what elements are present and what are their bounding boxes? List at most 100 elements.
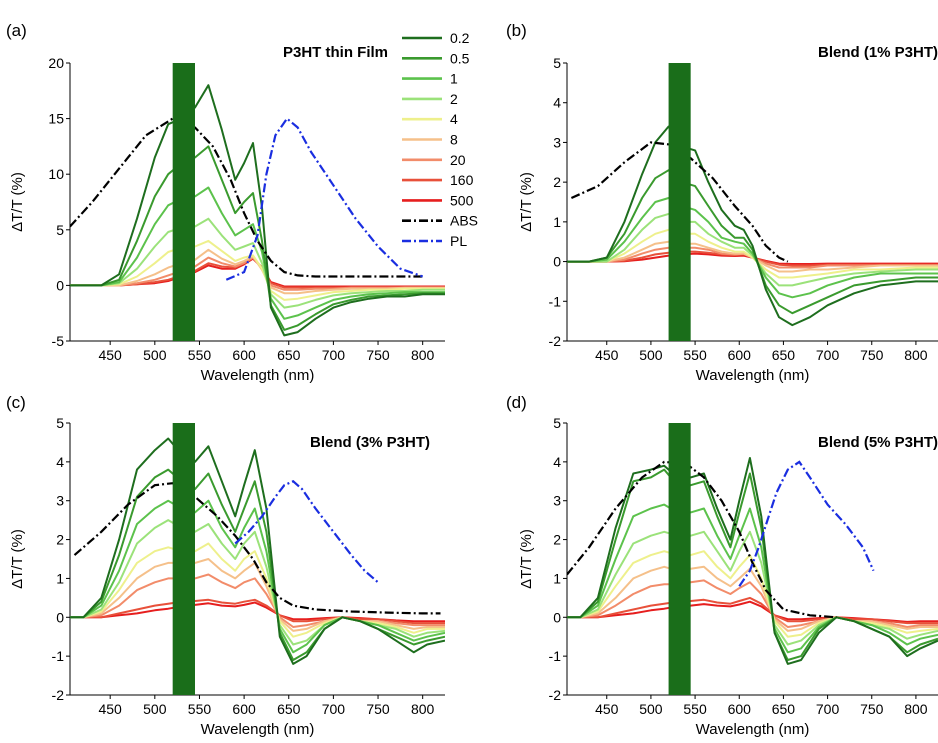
series-line-4: [567, 550, 938, 638]
x-tick-label: 800: [904, 701, 928, 717]
pump-bar: [172, 423, 195, 695]
legend-label-8: 8: [450, 132, 458, 148]
legend-label-0.2: 0.2: [450, 30, 470, 46]
series-line-8: [70, 558, 445, 632]
y-tick-label: 2: [56, 532, 64, 548]
y-tick-label: 4: [56, 454, 64, 470]
panel-b: -2 -1 0 1 2 3 4 5 450 500 550 600 650 700 750 800 Wavele…: [506, 21, 938, 384]
x-tick-label: 500: [143, 347, 167, 363]
series-line-4: [70, 542, 445, 638]
y-tick-label: 2: [553, 532, 561, 548]
series-line-1: [70, 186, 445, 320]
x-tick-label: 500: [639, 701, 663, 717]
legend-label-2: 2: [450, 91, 458, 107]
y-axis-label: ΔT/T (%): [518, 529, 535, 589]
x-tick-label: 700: [322, 347, 346, 363]
x-tick-label: 650: [772, 701, 796, 717]
y-tick-label: 5: [553, 415, 561, 431]
y-tick-label: 1: [56, 570, 64, 586]
series-line-8: [70, 248, 445, 295]
x-tick-label: 600: [728, 701, 752, 717]
legend-label-20: 20: [450, 152, 466, 168]
legend-label-4: 4: [450, 111, 458, 127]
x-tick-label: 450: [595, 701, 619, 717]
y-tick-label: 3: [56, 493, 64, 509]
x-tick-label: 600: [232, 347, 256, 363]
x-tick-label: 750: [366, 701, 390, 717]
x-tick-label: 750: [366, 347, 390, 363]
x-tick-label: 800: [411, 347, 435, 363]
abs-line: [73, 482, 441, 615]
x-axis-label: Wavelength (nm): [201, 367, 315, 384]
series-line-0.5: [567, 169, 938, 315]
series-line-160: [567, 596, 938, 625]
series-line-0.5: [70, 145, 445, 331]
y-tick-label: 2: [553, 174, 561, 190]
panel-title: Blend (5% P3HT): [818, 434, 938, 451]
series-line-8: [567, 240, 938, 273]
pump-bar: [668, 63, 691, 341]
panel-label: (d): [506, 393, 527, 412]
x-tick-label: 450: [595, 347, 619, 363]
panel-title: Blend (1% P3HT): [818, 44, 938, 61]
y-tick-label: 10: [48, 166, 64, 182]
legend-label-160: 160: [450, 172, 474, 188]
pl-line: [738, 460, 875, 587]
x-tick-label: 700: [816, 347, 840, 363]
x-tick-label: 650: [772, 347, 796, 363]
series-line-2: [567, 212, 938, 287]
x-tick-label: 800: [904, 347, 928, 363]
y-axis-label: ΔT/T (%): [9, 172, 26, 232]
series-line-0.2: [70, 437, 445, 665]
panel-title: P3HT thin Film: [283, 44, 388, 61]
pl-line: [234, 480, 379, 584]
y-tick-label: 4: [553, 95, 561, 111]
plot-area: [70, 63, 445, 341]
y-tick-label: 5: [56, 222, 64, 238]
y-tick-label: -2: [549, 687, 562, 703]
series-line-8: [567, 565, 938, 632]
panel-label: (b): [506, 21, 527, 40]
x-tick-label: 500: [143, 701, 167, 717]
legend-label-500: 500: [450, 192, 474, 208]
y-tick-label: 20: [48, 55, 64, 71]
x-tick-label: 700: [816, 701, 840, 717]
plot-area: [70, 423, 445, 695]
y-axis-label: ΔT/T (%): [9, 529, 26, 589]
y-tick-label: -5: [52, 333, 65, 349]
legend: 0.2 0.5 1 2 4 8 20 160 500 ABS PL: [402, 30, 478, 249]
panel-label: (a): [6, 21, 27, 40]
y-tick-label: 3: [553, 134, 561, 150]
y-tick-label: 0: [553, 254, 561, 270]
y-axis-label: ΔT/T (%): [518, 172, 535, 232]
plot-area: [567, 423, 938, 695]
x-tick-label: 750: [860, 701, 884, 717]
x-tick-label: 750: [860, 347, 884, 363]
series-line-2: [567, 530, 938, 646]
panel-d: -2 -1 0 1 2 3 4 5 450 500 550 600 650 700 750 800 Wavele…: [506, 393, 938, 738]
abs-line: [570, 141, 789, 263]
y-tick-label: 1: [553, 214, 561, 230]
series-line-1: [70, 499, 445, 654]
x-tick-label: 450: [98, 347, 122, 363]
series-line-0.2: [567, 125, 938, 327]
pump-bar: [668, 423, 691, 695]
panel-label: (c): [6, 393, 26, 412]
x-axis-label: Wavelength (nm): [696, 721, 810, 738]
series-line-4: [70, 239, 445, 301]
y-tick-label: 5: [56, 415, 64, 431]
series-line-4: [567, 228, 938, 279]
y-tick-label: -2: [549, 333, 562, 349]
series-line-0.2: [70, 84, 445, 337]
x-tick-label: 700: [322, 701, 346, 717]
abs-line: [70, 117, 423, 278]
y-tick-label: -1: [549, 293, 562, 309]
x-tick-label: 550: [683, 701, 707, 717]
pump-bar: [172, 63, 195, 341]
y-tick-label: 1: [553, 570, 561, 586]
x-tick-label: 550: [188, 347, 212, 363]
legend-label-0.5: 0.5: [450, 50, 470, 66]
x-tick-label: 500: [639, 347, 663, 363]
x-tick-label: 650: [277, 701, 301, 717]
x-axis-label: Wavelength (nm): [696, 367, 810, 384]
